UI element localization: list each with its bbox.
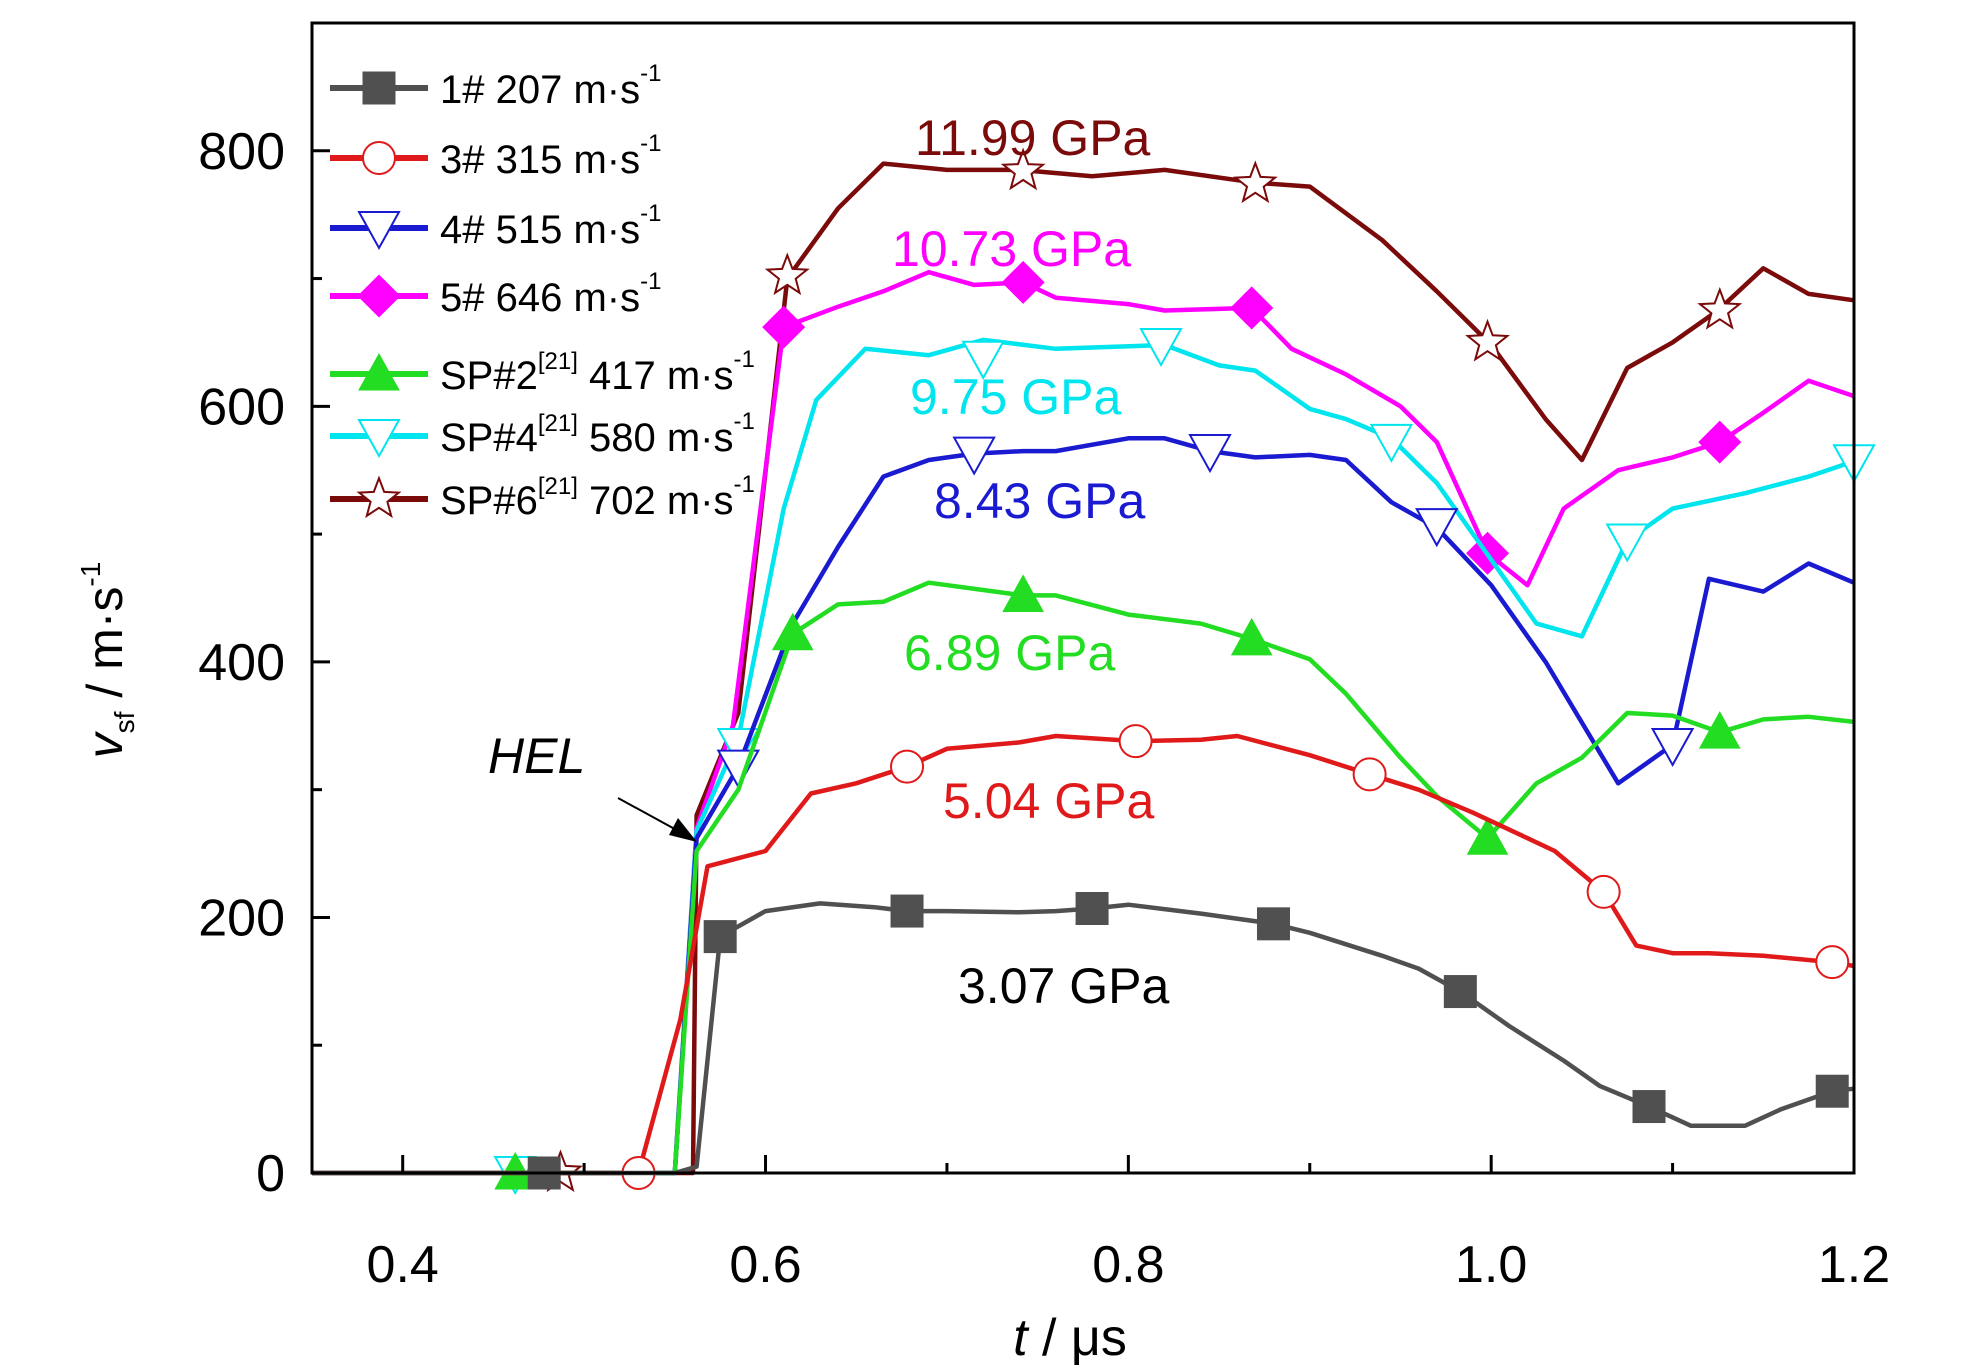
series-line [312,733,1855,1176]
data-point [1232,160,1278,204]
hel-arrow-line [617,797,683,834]
data-point [762,305,806,349]
x-tick-label: 0.8 [1092,1236,1164,1294]
legend-marker [357,211,401,251]
data-point [1815,1074,1849,1108]
x-tick-label: 1.2 [1818,1236,1890,1294]
legend-item-s5: SP#2[21] 417 m·s-1 [330,346,755,398]
legend-label: 1# 207 m·s-1 [440,60,661,112]
data-point [1632,1090,1666,1124]
legend-item-s6: SP#4[21] 580 m·s-1 [330,408,755,460]
legend-item-s4: 5# 646 m·s-1 [330,268,661,320]
data-point [1466,817,1509,855]
data-point [1650,727,1695,768]
legend-label: SP#4[21] 580 m·s-1 [440,408,755,460]
plot-frame [310,21,1856,1175]
data-point [1369,423,1414,463]
tick-layer: 0.4 0.6 0.8 1.0 1.2 0 200 400 600 800 [198,21,1890,1294]
pressure-label-4: 8.43 GPa [934,473,1145,529]
legend-marker [362,141,396,175]
data-point [961,340,1005,380]
data-point [1075,892,1109,925]
data-point [1698,420,1742,464]
series-line [312,901,1855,1176]
data-point [1465,318,1510,362]
data-point [1139,328,1183,368]
legend-label: 4# 515 m·s-1 [440,200,661,252]
legend-marker [358,352,400,391]
data-point [1230,286,1274,330]
x-tick-label: 0.6 [729,1236,801,1294]
data-point [1188,434,1232,474]
pressure-label-6: 10.73 GPa [892,221,1131,277]
legend-label: 3# 315 m·s-1 [440,130,661,182]
x-tick-label: 0.4 [367,1236,439,1294]
pressure-label-7: 11.99 GPa [915,110,1151,166]
y-tick-label: 600 [198,378,285,436]
data-point [1002,574,1044,612]
data-point [1118,724,1153,759]
y-tick-label: 0 [256,1145,285,1203]
legend-marker [357,274,401,318]
y-tick-label: 800 [198,123,285,181]
data-point [1352,757,1387,792]
legend-label: SP#6[21] 702 m·s-1 [440,471,755,523]
data-point [1443,975,1477,1009]
legend-marker [356,475,402,519]
y-axis-label-text: vsf / m·s-1 [75,562,140,759]
pressure-label-5: 9.75 GPa [910,369,1121,425]
series-s1 [312,892,1855,1190]
legend-item-s7: SP#6[21] 702 m·s-1 [330,471,755,523]
y-tick-label: 400 [198,634,285,692]
y-tick-label: 200 [198,889,285,947]
legend-item-s1: 1# 207 m·s-1 [330,60,661,112]
data-point [1815,945,1850,980]
data-point [703,920,737,954]
y-axis-label: vsf / m·s-1 [75,562,140,759]
data-point [1698,711,1741,749]
data-point [1256,907,1290,941]
legend-marker [362,71,396,105]
legend: 1# 207 m·s-1 3# 315 m·s-1 4# 515 m·s-1 5# 6… [330,60,755,523]
x-tick-label: 1.0 [1455,1236,1527,1294]
data-point [1001,260,1045,304]
data-point [1697,286,1743,330]
data-point [771,612,814,651]
hel-label: HEL [488,728,585,784]
pressure-label-3: 6.89 GPa [904,625,1115,681]
data-point [1586,874,1621,909]
data-point [1000,147,1046,191]
data-point [764,252,810,296]
data-point [1415,508,1459,548]
x-axis-label: t / μs [1013,1309,1127,1367]
legend-item-s2: 3# 315 m·s-1 [330,130,661,182]
legend-item-s3: 4# 515 m·s-1 [330,200,661,252]
legend-marker [357,419,401,459]
hel-arrow-head [669,818,697,842]
data-point [890,749,925,784]
pressure-label-2: 5.04 GPa [943,773,1154,829]
legend-label: 5# 646 m·s-1 [440,268,661,320]
data-point [1605,523,1649,563]
series-s2 [312,724,1855,1190]
data-point [1230,617,1273,656]
data-point [952,436,996,476]
pressure-label-1: 3.07 GPa [958,958,1169,1014]
hel-annotation: HEL [488,728,697,842]
legend-label: SP#2[21] 417 m·s-1 [440,346,755,398]
data-point [890,894,924,928]
